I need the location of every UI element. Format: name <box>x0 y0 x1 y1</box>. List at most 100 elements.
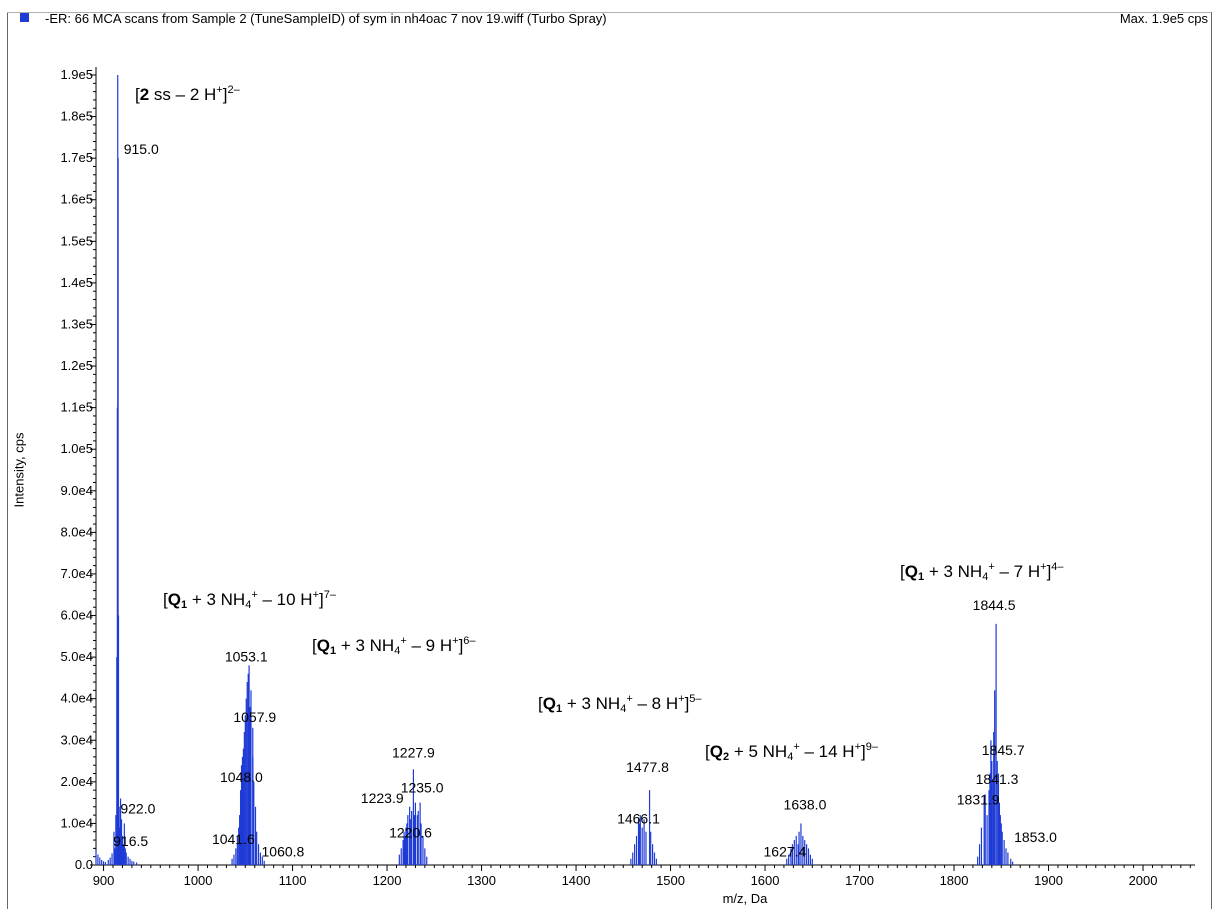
ann-open-bracket: [ <box>705 742 710 761</box>
x-tick-label: 1600 <box>751 873 780 888</box>
x-tick-label: 1500 <box>656 873 685 888</box>
ann-text: + 5 NH <box>729 742 788 761</box>
y-tick-label: 1.9e5 <box>60 67 93 82</box>
y-tick-label: 1.8e5 <box>60 109 93 124</box>
ann-subscript: 4 <box>982 571 989 583</box>
ann-subscript: 4 <box>394 645 401 657</box>
peak-label: 1627.4 <box>764 843 807 859</box>
ion-annotation-2ss-2minus: [2 ss – 2 H+]2– <box>135 85 240 105</box>
ann-close-bracket: ] <box>319 590 324 609</box>
ann-close-bracket: ] <box>861 742 866 761</box>
ion-annotation-q2-9minus: [Q2 + 5 NH4+ – 14 H+]9– <box>705 741 878 763</box>
spectrum-header: -ER: 66 MCA scans from Sample 2 (TuneSam… <box>0 0 1214 32</box>
peak-label: 1853.0 <box>1014 829 1057 845</box>
ann-plus: + <box>1040 561 1047 573</box>
y-tick-label: 4.0e4 <box>60 691 93 706</box>
ann-charge: 5– <box>689 693 702 705</box>
ann-plus: + <box>312 589 320 601</box>
ann-close-bracket: ] <box>222 85 228 104</box>
y-tick-label: 1.7e5 <box>60 150 93 165</box>
peak-label: 1841.3 <box>976 771 1019 787</box>
peak-label: 1845.7 <box>982 742 1025 758</box>
ann-plus: + <box>400 635 407 647</box>
ann-species-index: 1 <box>917 571 925 583</box>
ann-plus: + <box>251 589 258 601</box>
peak-label: 1844.5 <box>973 597 1016 613</box>
ann-open-bracket: [ <box>312 636 317 655</box>
y-tick-label: 1.3e5 <box>60 316 93 331</box>
peak-label: 915.0 <box>124 141 159 157</box>
max-intensity-readout: Max. 1.9e5 cps <box>1119 11 1208 26</box>
x-tick-label: 1000 <box>184 873 213 888</box>
x-tick-label: 1100 <box>279 873 307 888</box>
peak-label: 1048.0 <box>220 769 263 785</box>
ann-species: Q <box>904 562 918 581</box>
x-tick-label: 1900 <box>1034 873 1063 888</box>
ann-open-bracket: [ <box>163 590 168 609</box>
peak-label: 1466.1 <box>617 810 660 826</box>
ann-plus: + <box>678 693 685 705</box>
ann-text: – 9 H <box>406 636 453 655</box>
ann-subscript: 4 <box>787 751 794 763</box>
y-tick-label: 1.5e5 <box>60 233 93 248</box>
ann-close-bracket: ] <box>458 636 464 655</box>
ann-text: + 3 NH <box>187 590 246 609</box>
ann-species: Q <box>167 590 181 609</box>
x-tick-label: 1200 <box>373 873 402 888</box>
ann-species: 2 <box>139 85 150 104</box>
y-tick-label: 5.0e4 <box>60 649 93 664</box>
ann-open-bracket: [ <box>900 562 905 581</box>
ann-text: ss – 2 H <box>149 85 217 104</box>
peak-label: 1060.8 <box>262 844 305 860</box>
x-tick-label: 2000 <box>1129 873 1158 888</box>
frame-border-right <box>1211 12 1212 909</box>
ann-species: Q <box>542 694 556 713</box>
y-tick-label: 3.0e4 <box>60 732 93 747</box>
y-tick-label: 6.0e4 <box>60 608 93 623</box>
ann-plus: + <box>793 741 800 753</box>
y-tick-label: 1.0e5 <box>60 441 93 456</box>
ann-charge: 2– <box>227 84 240 96</box>
spectrum-title: -ER: 66 MCA scans from Sample 2 (TuneSam… <box>45 11 607 26</box>
x-tick-label: 1800 <box>940 873 969 888</box>
ann-charge: 9– <box>865 741 878 753</box>
x-tick-label: 1400 <box>562 873 591 888</box>
frame-border-left <box>7 12 8 909</box>
ann-charge: 6– <box>463 635 476 647</box>
peak-label: 1057.9 <box>233 709 276 725</box>
peak-label: 1477.8 <box>626 759 669 775</box>
frame-border-top <box>7 12 1212 13</box>
ann-close-bracket: ] <box>684 694 690 713</box>
x-axis-label: m/z, Da <box>722 891 768 906</box>
ann-text: – 10 H <box>257 590 313 609</box>
ion-annotation-q1-7minus: [Q1 + 3 NH4+ – 10 H+]7– <box>163 589 336 611</box>
y-tick-label: 1.6e5 <box>60 192 93 207</box>
ann-text: – 8 H <box>632 694 679 713</box>
ann-species: Q <box>316 636 330 655</box>
peak-label: 922.0 <box>120 800 155 816</box>
ann-charge: 7– <box>323 589 336 601</box>
ann-close-bracket: ] <box>1046 562 1052 581</box>
ann-plus: + <box>452 635 459 647</box>
y-tick-label: 8.0e4 <box>60 524 93 539</box>
ann-species-index: 1 <box>180 599 188 611</box>
y-tick-label: 2.0e4 <box>60 774 93 789</box>
ann-subscript: 4 <box>620 703 627 715</box>
ann-charge: 4– <box>1051 561 1064 573</box>
x-tick-label: 900 <box>93 873 115 888</box>
ann-open-bracket: [ <box>538 694 543 713</box>
peak-label: 1053.1 <box>225 649 268 665</box>
ann-species-index: 1 <box>555 703 563 715</box>
ann-text: – 14 H <box>799 742 855 761</box>
x-tick-label: 1300 <box>467 873 496 888</box>
y-tick-label: 1.2e5 <box>60 358 93 373</box>
peak-label: 916.5 <box>113 833 148 849</box>
ann-text: + 3 NH <box>562 694 621 713</box>
ann-species-index: 2 <box>722 751 730 763</box>
ann-text: + 3 NH <box>336 636 395 655</box>
series-color-swatch[interactable] <box>20 13 29 22</box>
y-tick-label: 1.1e5 <box>60 400 93 415</box>
y-tick-label: 7.0e4 <box>60 566 93 581</box>
